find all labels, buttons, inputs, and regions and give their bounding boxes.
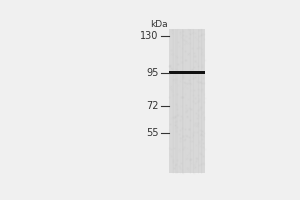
Bar (169, 71, 205, 74)
Text: 72: 72 (146, 101, 158, 111)
Bar (169, 29, 205, 173)
Text: 55: 55 (146, 128, 158, 138)
Text: kDa: kDa (150, 20, 168, 29)
Text: 95: 95 (146, 68, 158, 78)
Text: 130: 130 (140, 31, 158, 41)
